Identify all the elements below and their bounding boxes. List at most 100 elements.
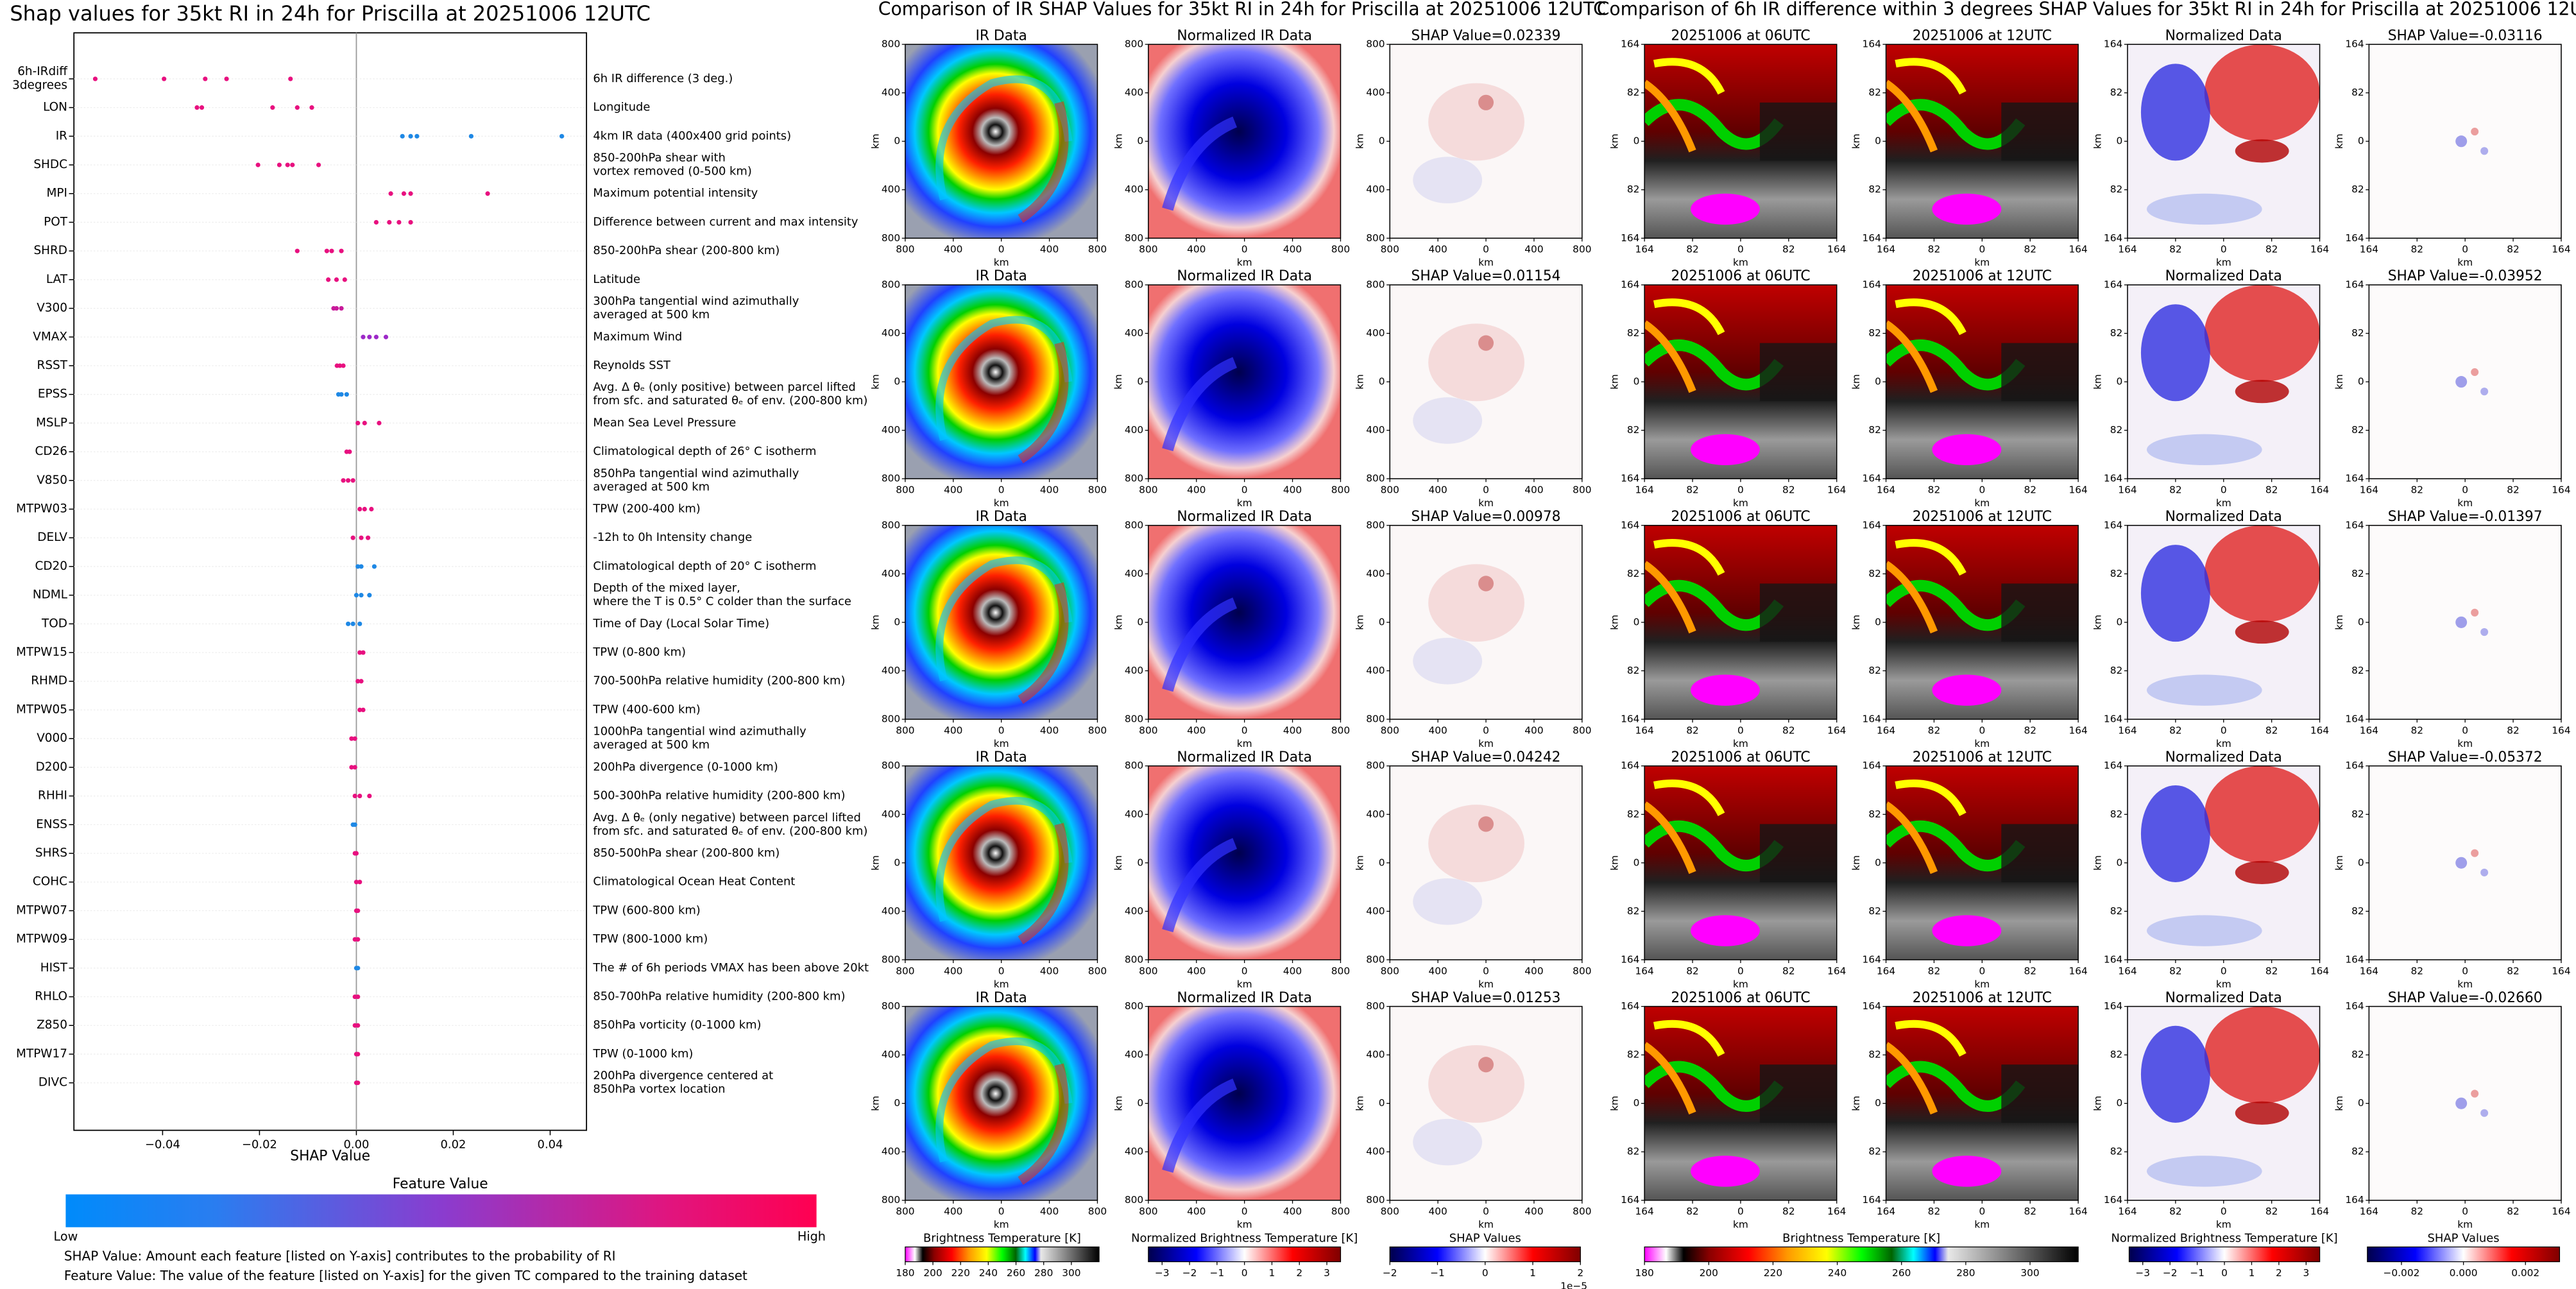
x-tick-label: 164 <box>2310 724 2329 736</box>
y-tick-label: 0 <box>1633 376 1640 388</box>
y-tick-label: 0 <box>1137 1097 1143 1109</box>
dot <box>354 880 359 885</box>
feature-description: 200hPa divergence centered at <box>593 1069 773 1082</box>
dot <box>277 162 282 167</box>
x-tick-label: 0 <box>1737 1206 1744 1217</box>
x-tick-label: 164 <box>2068 484 2087 496</box>
y-tick-label: 0 <box>2116 135 2122 147</box>
x-tick-label: 0 <box>1737 244 1744 255</box>
dot <box>294 248 300 253</box>
panel-image <box>2369 44 2561 239</box>
y-axis-label: km <box>869 1096 881 1111</box>
feature-description: TPW (0-800 km) <box>592 645 686 659</box>
dot <box>357 707 363 713</box>
colorbar-tick-label: −0.002 <box>2384 1267 2420 1279</box>
y-axis-label: km <box>1850 133 1862 149</box>
panel-image <box>1390 44 1582 239</box>
y-axis-label: km <box>1850 615 1862 630</box>
dot <box>369 506 374 512</box>
feature-description: TPW (400-600 km) <box>592 703 700 716</box>
panel-image <box>1390 284 1582 479</box>
y-tick-label: 164 <box>1863 38 1881 50</box>
colorbar-tick-label: −2 <box>2163 1267 2178 1279</box>
x-tick-label: 800 <box>1088 965 1107 977</box>
feature-description: 850hPa tangential wind azimuthally <box>593 466 799 480</box>
y-tick-label: 82 <box>2351 184 2364 195</box>
x-axis-label: km <box>1733 978 1748 990</box>
y-tick-label: 0 <box>1379 135 1385 147</box>
colorbar-tick-label: 300 <box>1062 1267 1080 1279</box>
feature-label: MSLP <box>36 416 67 429</box>
y-tick-label: 164 <box>2104 232 2122 244</box>
feature-description: Maximum potential intensity <box>593 187 758 200</box>
x-axis-label: km <box>1974 978 1990 990</box>
y-tick-label: 400 <box>1366 327 1385 339</box>
panel-image <box>2369 284 2561 479</box>
colorbar-tick-label: 300 <box>2020 1267 2039 1279</box>
dot <box>359 593 364 598</box>
x-tick-label: 164 <box>2360 724 2378 736</box>
feature-description: 4km IR data (400x400 grid points) <box>593 129 791 142</box>
dot <box>355 420 361 425</box>
x-tick-label: 400 <box>1524 724 1543 736</box>
y-tick-label: 164 <box>2345 713 2364 725</box>
feature-description: Mean Sea Level Pressure <box>593 416 736 429</box>
x-tick-label: 164 <box>2360 965 2378 977</box>
x-tick-label: 164 <box>2360 484 2378 496</box>
y-tick-label: 164 <box>2345 1194 2364 1206</box>
x-tick-label: 400 <box>1283 724 1302 736</box>
panel-title: 20251006 at 12UTC <box>1913 749 2052 765</box>
panel-title: Normalized Data <box>2165 749 2282 765</box>
feature-label: MTPW07 <box>16 903 67 917</box>
y-tick-label: 0 <box>1137 135 1143 147</box>
x-tick-label: 0 <box>1241 724 1248 736</box>
x-axis-label: km <box>2457 257 2473 268</box>
x-tick-label: 82 <box>2507 484 2520 496</box>
y-axis-label: km <box>2333 1096 2345 1111</box>
x-tick-label: 0 <box>1737 484 1744 496</box>
y-tick-label: 82 <box>1868 1049 1881 1061</box>
x-tick-label: 82 <box>2410 484 2423 496</box>
panel-image <box>905 766 1098 960</box>
plot-frame <box>73 32 588 1131</box>
y-tick-label: 82 <box>1868 184 1881 195</box>
panel-title: 20251006 at 12UTC <box>1913 990 2052 1006</box>
x-tick-label: 0.00 <box>344 1138 370 1152</box>
dot <box>359 679 364 684</box>
dot <box>388 191 393 196</box>
x-tick-label: 82 <box>1928 1206 1941 1217</box>
dot <box>350 478 355 483</box>
panel-title: SHAP Value=0.02339 <box>1412 28 1561 44</box>
feature-label: MTPW05 <box>16 703 67 716</box>
x-tick-label: −0.04 <box>145 1138 180 1152</box>
y-axis-label: km <box>2092 374 2103 389</box>
x-tick-label: 400 <box>1040 965 1059 977</box>
panel-title: Normalized IR Data <box>1177 268 1312 284</box>
x-tick-label: 82 <box>2169 965 2182 977</box>
x-axis-label: km <box>1733 738 1748 749</box>
y-tick-label: 400 <box>882 905 900 917</box>
x-tick-label: 400 <box>944 965 962 977</box>
feature-description: TPW (600-800 km) <box>592 903 700 917</box>
panel-title: 20251006 at 06UTC <box>1671 509 1810 525</box>
feature-description: TPW (0-1000 km) <box>592 1047 693 1061</box>
dot <box>285 162 290 167</box>
y-tick-label: 164 <box>1863 713 1881 725</box>
dot <box>355 937 361 942</box>
y-axis-label: km <box>2333 855 2345 871</box>
y-axis-label: km <box>869 855 881 871</box>
x-tick-label: 82 <box>1686 724 1699 736</box>
y-tick-label: 164 <box>1863 519 1881 531</box>
feature-label: V300 <box>37 302 67 315</box>
y-tick-label: 800 <box>882 953 900 965</box>
x-tick-label: 800 <box>896 1206 914 1217</box>
y-tick-label: 82 <box>1868 905 1881 917</box>
panel-image <box>1148 44 1341 238</box>
colorbar <box>1644 1246 2079 1263</box>
dot <box>194 105 200 110</box>
x-tick-label: 800 <box>1381 484 1399 496</box>
x-tick-label: 0 <box>998 244 1005 255</box>
y-tick-label: 800 <box>882 760 900 771</box>
x-tick-label: 400 <box>1524 965 1543 977</box>
panel-image <box>1644 285 1837 479</box>
